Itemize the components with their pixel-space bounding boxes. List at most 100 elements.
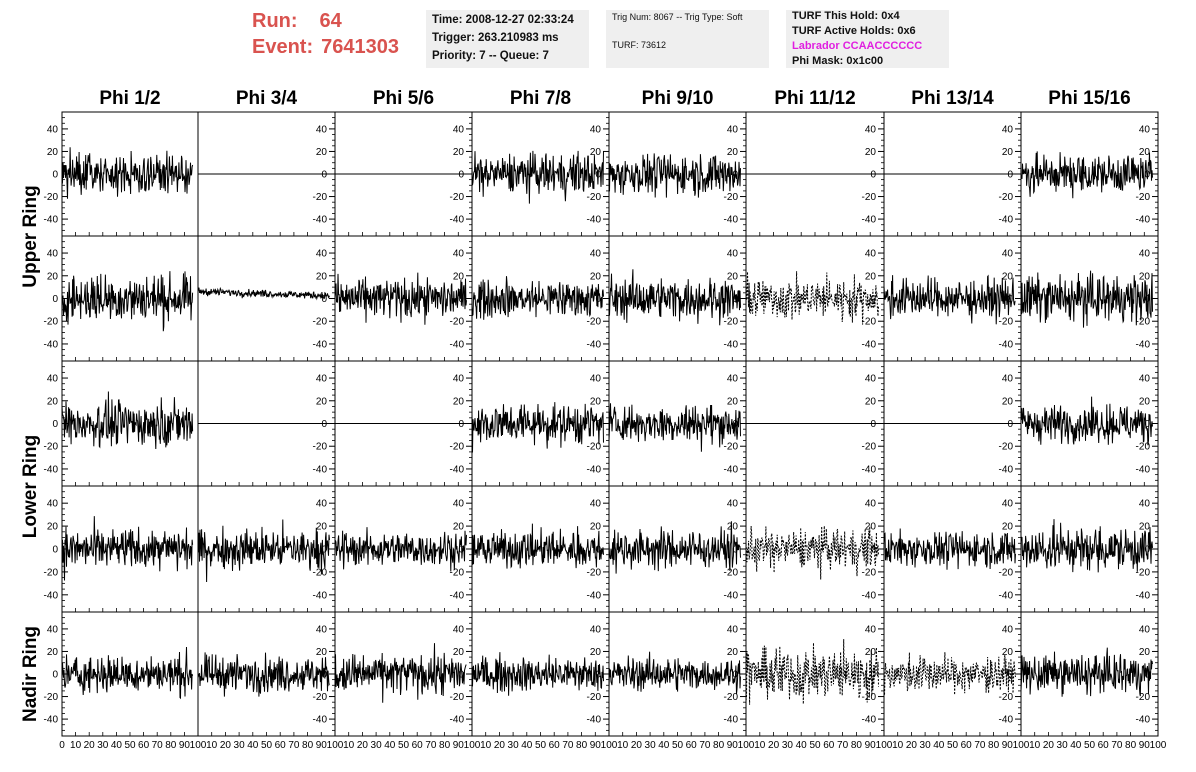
y-tick-label: -40	[313, 590, 328, 601]
waveform-trace	[334, 272, 467, 325]
waveform-trace	[61, 271, 194, 332]
y-tick-label: -20	[587, 317, 602, 328]
y-tick-label: -40	[862, 339, 877, 350]
column-title: Phi 1/2	[99, 88, 160, 109]
y-tick-label: -20	[450, 692, 465, 703]
x-tick-label: 90	[179, 740, 191, 751]
y-tick-label: -20	[313, 442, 328, 453]
y-tick-label: 0	[870, 419, 876, 430]
y-tick-label: 20	[47, 647, 59, 658]
waveform-trace	[61, 516, 194, 581]
x-tick-label: 70	[562, 740, 574, 751]
x-tick-label: 10	[754, 740, 766, 751]
y-tick-label: -40	[44, 715, 59, 726]
y-tick-label: -20	[44, 692, 59, 703]
waveform-trace	[1020, 519, 1153, 573]
y-tick-label: -40	[862, 464, 877, 475]
y-tick-label: 20	[453, 647, 465, 658]
y-tick-label: 40	[727, 124, 739, 135]
y-tick-label: -20	[587, 442, 602, 453]
x-tick-label: 60	[275, 740, 287, 751]
x-tick-label: 20	[357, 740, 369, 751]
y-tick-label: -40	[587, 590, 602, 601]
y-tick-label: 40	[47, 249, 59, 260]
waveform-trace	[608, 521, 741, 574]
y-tick-label: 20	[453, 147, 465, 158]
x-tick-label: 90	[316, 740, 328, 751]
y-tick-label: 20	[316, 396, 328, 407]
y-tick-label: -20	[587, 692, 602, 703]
turf-this-hold-text: TURF This Hold: 0x4	[792, 10, 900, 22]
x-tick-label: 60	[412, 740, 424, 751]
y-tick-label: -20	[999, 567, 1014, 578]
x-tick-label: 50	[261, 740, 273, 751]
turf-active-holds-text: TURF Active Holds: 0x6	[792, 25, 916, 37]
x-tick-label: 90	[590, 740, 602, 751]
waveform-trace	[1020, 270, 1153, 328]
x-tick-label: 70	[152, 740, 164, 751]
waveform-trace	[471, 523, 604, 569]
x-tick-label: 20	[631, 740, 643, 751]
y-tick-label: 40	[316, 374, 328, 385]
y-tick-label: 20	[865, 147, 877, 158]
time-text: Time: 2008-12-27 02:33:24	[432, 14, 574, 26]
y-tick-label: 20	[1002, 647, 1014, 658]
y-tick-label: -40	[44, 464, 59, 475]
y-tick-label: -20	[999, 442, 1014, 453]
waveform-trace	[883, 274, 1016, 325]
x-tick-label: 30	[645, 740, 657, 751]
x-tick-label: 10	[343, 740, 355, 751]
y-tick-label: 40	[727, 249, 739, 260]
y-tick-label: 40	[1002, 499, 1014, 510]
y-tick-label: 40	[47, 374, 59, 385]
x-tick-label: 10	[1029, 740, 1041, 751]
y-tick-label: -20	[450, 567, 465, 578]
x-tick-label: 60	[686, 740, 698, 751]
x-tick-label: 70	[837, 740, 849, 751]
y-tick-label: -40	[450, 339, 465, 350]
y-tick-label: 20	[865, 647, 877, 658]
y-tick-label: -20	[1136, 317, 1151, 328]
waveform-trace	[608, 153, 741, 198]
waveform-trace	[334, 643, 467, 703]
y-tick-label: 40	[1002, 124, 1014, 135]
y-tick-label: -40	[724, 339, 739, 350]
x-tick-label: 20	[768, 740, 780, 751]
y-tick-label: -40	[44, 590, 59, 601]
y-tick-label: 40	[453, 374, 465, 385]
y-tick-label: 20	[865, 271, 877, 282]
x-tick-label: 80	[302, 740, 314, 751]
y-tick-label: 40	[1002, 624, 1014, 635]
column-title: Phi 15/16	[1048, 88, 1130, 109]
x-tick-label: 30	[97, 740, 109, 751]
y-tick-label: 40	[1139, 249, 1151, 260]
x-tick-label: 90	[1139, 740, 1151, 751]
y-tick-label: 0	[52, 670, 58, 681]
y-tick-label: -20	[44, 567, 59, 578]
x-tick-label: 80	[165, 740, 177, 751]
x-tick-label: 70	[288, 740, 300, 751]
event-line: Event: 7641303	[252, 34, 399, 60]
x-tick-label: 30	[782, 740, 794, 751]
y-tick-label: 0	[458, 170, 464, 181]
y-tick-label: -20	[1136, 692, 1151, 703]
y-tick-label: 0	[52, 419, 58, 430]
y-tick-label: 40	[865, 124, 877, 135]
y-tick-label: 20	[590, 647, 602, 658]
waveform-trace	[471, 276, 604, 320]
y-tick-label: 20	[865, 396, 877, 407]
x-tick-label: 80	[1125, 740, 1137, 751]
